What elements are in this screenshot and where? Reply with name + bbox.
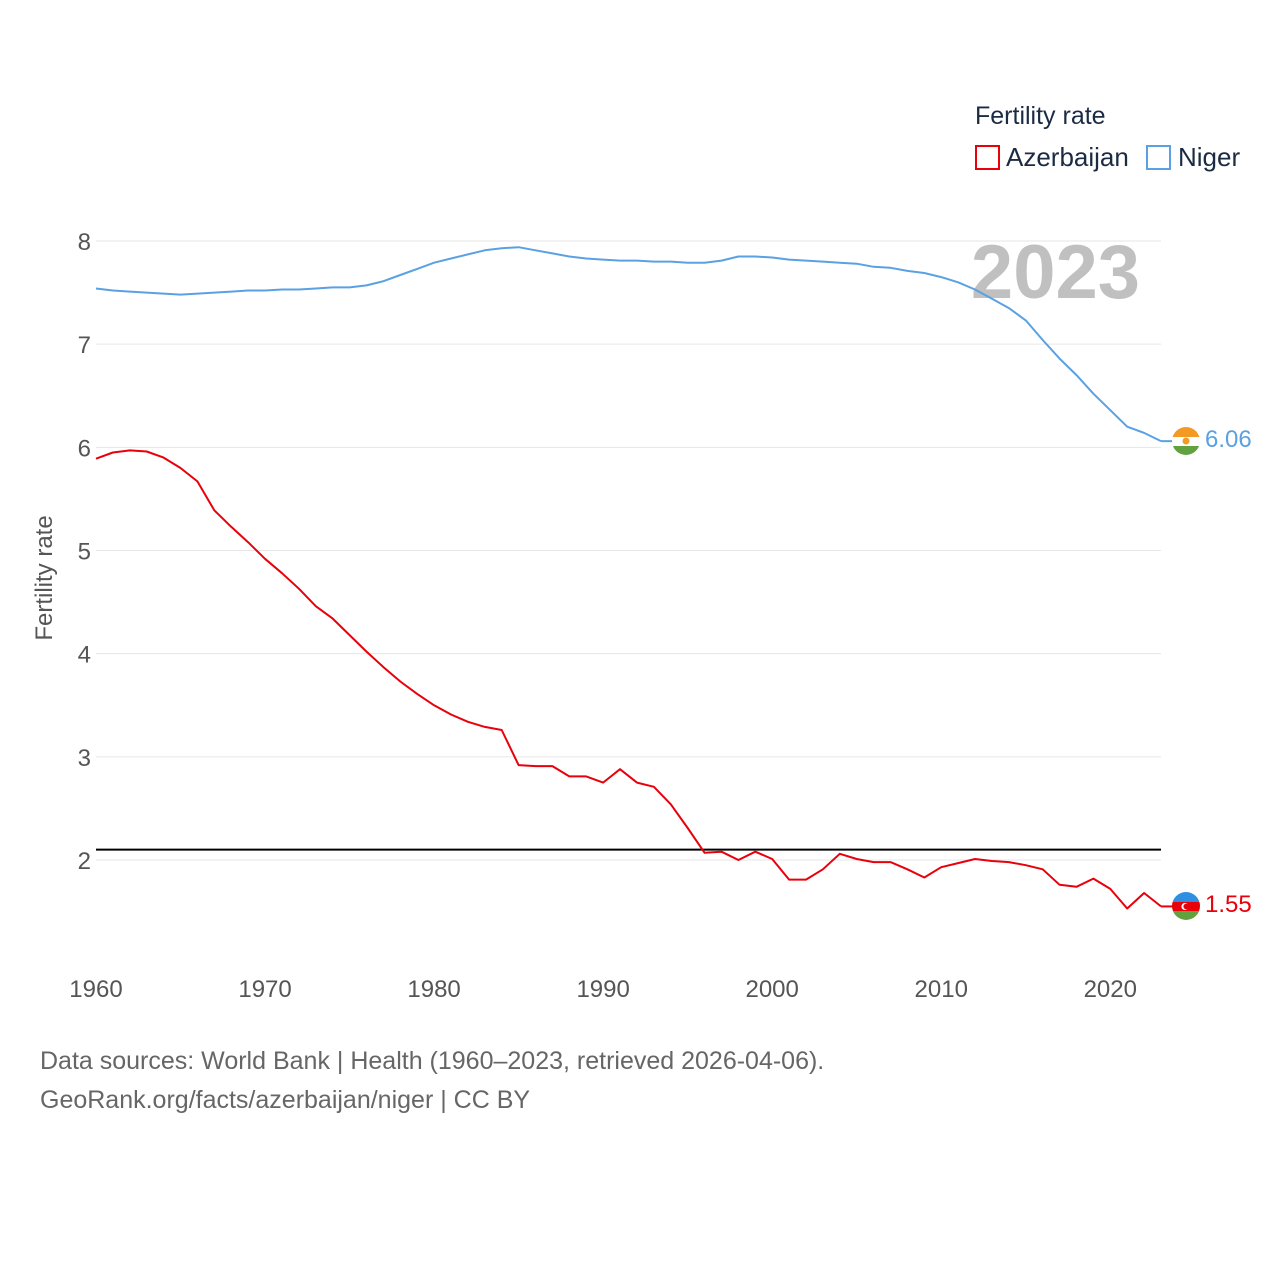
y-axis-title: Fertility rate bbox=[31, 515, 58, 640]
legend: Fertility rate Azerbaijan Niger bbox=[975, 102, 1240, 172]
legend-swatch-azerbaijan[interactable] bbox=[975, 145, 1000, 170]
year-label: 2023 bbox=[971, 230, 1140, 315]
x-tick-2020: 2020 bbox=[1084, 976, 1137, 1003]
azerbaijan-flag-icon bbox=[1172, 892, 1200, 920]
y-tick-2: 2 bbox=[78, 848, 91, 875]
gridlines bbox=[96, 240, 1161, 861]
series-line-niger[interactable] bbox=[95, 246, 1162, 442]
x-axis-ticks: 1960 1970 1980 1990 2000 2010 2020 bbox=[69, 976, 1137, 1003]
footer: Data sources: World Bank | Health (1960–… bbox=[40, 1042, 824, 1120]
y-tick-5: 5 bbox=[78, 539, 91, 566]
y-tick-4: 4 bbox=[78, 642, 91, 669]
data-sources: Data sources: World Bank | Health (1960–… bbox=[40, 1047, 825, 1075]
x-tick-2000: 2000 bbox=[745, 976, 798, 1003]
niger-flag-icon bbox=[1172, 427, 1200, 455]
x-tick-1990: 1990 bbox=[576, 976, 629, 1003]
y-tick-3: 3 bbox=[78, 745, 91, 772]
x-tick-1970: 1970 bbox=[238, 976, 291, 1003]
legend-title: Fertility rate bbox=[975, 102, 1106, 130]
legend-label-azerbaijan[interactable]: Azerbaijan bbox=[1006, 142, 1129, 172]
azerbaijan-end-marker: 1.55 bbox=[1172, 891, 1252, 920]
y-tick-8: 8 bbox=[78, 229, 91, 256]
series-line-azerbaijan[interactable] bbox=[95, 449, 1162, 910]
y-tick-6: 6 bbox=[78, 435, 91, 462]
y-axis-ticks: 2 3 4 5 6 7 8 bbox=[78, 229, 91, 875]
niger-end-value: 6.06 bbox=[1205, 426, 1252, 453]
fertility-chart: 2 3 4 5 6 7 8 1960 1970 1980 1990 2000 2010 2020 202… bbox=[31, 102, 1252, 1003]
series-lines bbox=[95, 246, 1174, 910]
x-tick-2010: 2010 bbox=[915, 976, 968, 1003]
y-tick-7: 7 bbox=[78, 332, 91, 359]
legend-swatch-niger[interactable] bbox=[1146, 145, 1171, 170]
azerbaijan-end-value: 1.55 bbox=[1205, 891, 1252, 918]
legend-label-niger[interactable]: Niger bbox=[1178, 142, 1240, 172]
x-tick-1980: 1980 bbox=[407, 976, 460, 1003]
niger-end-marker: 6.06 bbox=[1172, 426, 1252, 455]
x-tick-1960: 1960 bbox=[69, 976, 122, 1003]
attribution-link[interactable]: GeoRank.org/facts/azerbaijan/niger | CC … bbox=[40, 1086, 531, 1114]
